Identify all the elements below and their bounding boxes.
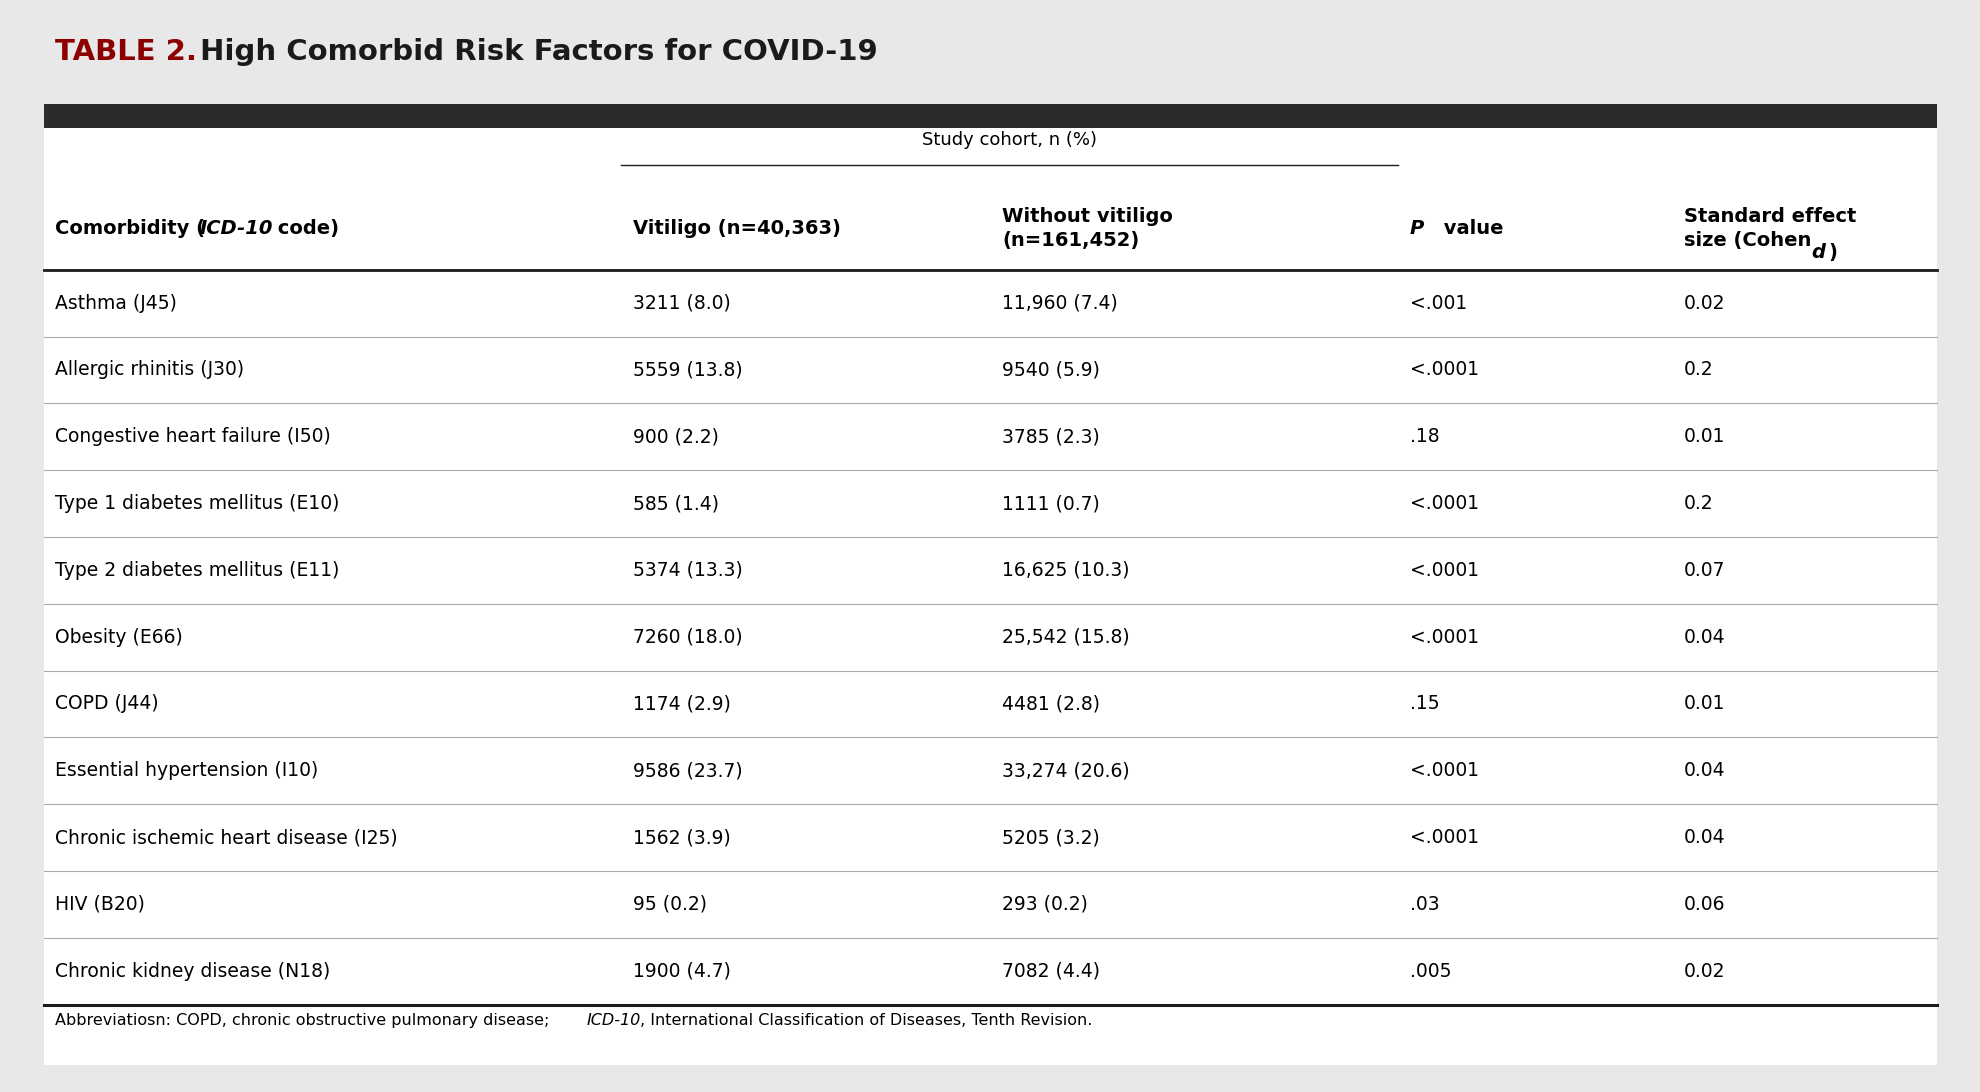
Text: 1900 (4.7): 1900 (4.7) [634, 962, 731, 981]
Text: 3211 (8.0): 3211 (8.0) [634, 294, 731, 312]
Text: 0.04: 0.04 [1683, 761, 1725, 781]
Text: <.0001: <.0001 [1410, 561, 1477, 580]
Text: Abbreviatiosn: COPD, chronic obstructive pulmonary disease;: Abbreviatiosn: COPD, chronic obstructive… [55, 1013, 554, 1029]
Bar [0, 0, 1980, 104]
Text: Allergic rhinitis (J30): Allergic rhinitis (J30) [55, 360, 244, 379]
Text: Vitiligo (n=40,363): Vitiligo (n=40,363) [634, 219, 842, 238]
Text: Type 1 diabetes mellitus (E10): Type 1 diabetes mellitus (E10) [55, 494, 341, 513]
Text: 3785 (2.3): 3785 (2.3) [1002, 427, 1099, 447]
Text: <.0001: <.0001 [1410, 360, 1477, 379]
Text: Standard effect
size (Cohen: Standard effect size (Cohen [1683, 207, 1855, 250]
Text: <.0001: <.0001 [1410, 628, 1477, 646]
Text: ): ) [1828, 244, 1837, 262]
Text: Without vitiligo
(n=161,452): Without vitiligo (n=161,452) [1002, 207, 1172, 250]
Text: 0.07: 0.07 [1683, 561, 1725, 580]
Text: 4481 (2.8): 4481 (2.8) [1002, 695, 1099, 713]
Text: <.0001: <.0001 [1410, 494, 1477, 513]
Text: Asthma (J45): Asthma (J45) [55, 294, 178, 312]
Text: 0.04: 0.04 [1683, 628, 1725, 646]
Text: TABLE 2.: TABLE 2. [55, 38, 198, 66]
Text: 33,274 (20.6): 33,274 (20.6) [1002, 761, 1129, 781]
Text: 0.02: 0.02 [1683, 962, 1725, 981]
Text: Chronic kidney disease (N18): Chronic kidney disease (N18) [55, 962, 331, 981]
Bar [44, 104, 1936, 1065]
Text: 7082 (4.4): 7082 (4.4) [1002, 962, 1099, 981]
Text: .03: .03 [1410, 895, 1437, 914]
Text: ICD-10: ICD-10 [200, 219, 273, 238]
Text: 16,625 (10.3): 16,625 (10.3) [1002, 561, 1129, 580]
Text: 5559 (13.8): 5559 (13.8) [634, 360, 742, 379]
Text: <.0001: <.0001 [1410, 761, 1477, 781]
Text: 1562 (3.9): 1562 (3.9) [634, 828, 731, 847]
Text: 7260 (18.0): 7260 (18.0) [634, 628, 742, 646]
Text: 900 (2.2): 900 (2.2) [634, 427, 719, 447]
Text: 585 (1.4): 585 (1.4) [634, 494, 719, 513]
Text: 5205 (3.2): 5205 (3.2) [1002, 828, 1099, 847]
Text: Comorbidity (: Comorbidity ( [55, 219, 206, 238]
Text: COPD (J44): COPD (J44) [55, 695, 158, 713]
Text: 0.2: 0.2 [1683, 360, 1713, 379]
Text: code): code) [271, 219, 339, 238]
Text: 0.04: 0.04 [1683, 828, 1725, 847]
Text: Obesity (E66): Obesity (E66) [55, 628, 182, 646]
Text: Essential hypertension (I10): Essential hypertension (I10) [55, 761, 319, 781]
Text: HIV (B20): HIV (B20) [55, 895, 145, 914]
Text: 1111 (0.7): 1111 (0.7) [1002, 494, 1099, 513]
Text: ICD-10: ICD-10 [586, 1013, 640, 1029]
Text: 95 (0.2): 95 (0.2) [634, 895, 707, 914]
Text: 0.02: 0.02 [1683, 294, 1725, 312]
Text: 0.01: 0.01 [1683, 427, 1725, 447]
Text: , International Classification of Diseases, Tenth Revision.: , International Classification of Diseas… [640, 1013, 1091, 1029]
Text: value: value [1437, 219, 1503, 238]
Text: 293 (0.2): 293 (0.2) [1002, 895, 1087, 914]
Text: 11,960 (7.4): 11,960 (7.4) [1002, 294, 1117, 312]
Text: 0.01: 0.01 [1683, 695, 1725, 713]
Text: High Comorbid Risk Factors for COVID-19: High Comorbid Risk Factors for COVID-19 [190, 38, 877, 66]
Text: Study cohort, n (%): Study cohort, n (%) [921, 131, 1097, 149]
Text: 0.2: 0.2 [1683, 494, 1713, 513]
Text: <.001: <.001 [1410, 294, 1465, 312]
Text: Chronic ischemic heart disease (I25): Chronic ischemic heart disease (I25) [55, 828, 398, 847]
Text: d: d [1810, 244, 1824, 262]
Text: Type 2 diabetes mellitus (E11): Type 2 diabetes mellitus (E11) [55, 561, 341, 580]
Text: 25,542 (15.8): 25,542 (15.8) [1002, 628, 1129, 646]
Text: 9586 (23.7): 9586 (23.7) [634, 761, 742, 781]
Text: 9540 (5.9): 9540 (5.9) [1002, 360, 1099, 379]
Text: .18: .18 [1410, 427, 1437, 447]
Bar [44, 104, 1936, 128]
Text: P: P [1410, 219, 1424, 238]
Text: 0.06: 0.06 [1683, 895, 1725, 914]
Text: 1174 (2.9): 1174 (2.9) [634, 695, 731, 713]
Text: .15: .15 [1410, 695, 1437, 713]
Text: 5374 (13.3): 5374 (13.3) [634, 561, 742, 580]
Text: .005: .005 [1410, 962, 1449, 981]
Text: Congestive heart failure (I50): Congestive heart failure (I50) [55, 427, 331, 447]
Text: <.0001: <.0001 [1410, 828, 1477, 847]
